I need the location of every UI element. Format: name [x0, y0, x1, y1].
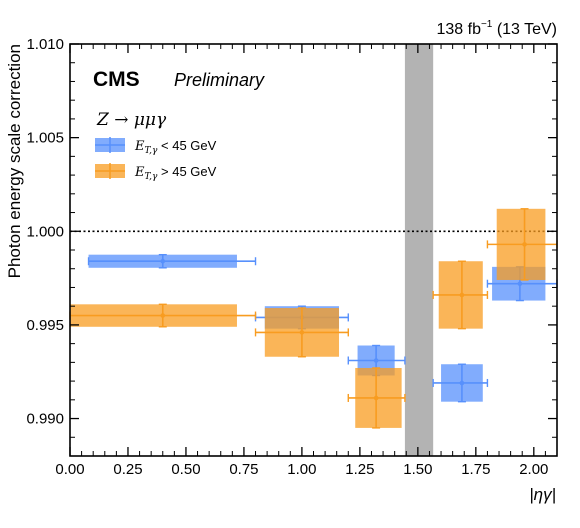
legend-entry-high-et: ET,γ > 45 GeV	[95, 163, 217, 182]
y-axis-title: Photon energy scale correction	[5, 44, 24, 278]
x-axis-title: |ηγ|	[529, 485, 556, 504]
series-1-point-1	[299, 330, 305, 335]
x-tick-label-4: 1.00	[287, 461, 316, 478]
x-tick-label-5: 1.25	[345, 461, 374, 478]
process-label: Z → μμγ	[96, 110, 167, 130]
series-1-point-4	[522, 242, 527, 247]
series-1	[69, 208, 558, 429]
legend-label-low-et: ET,γ < 45 GeV	[134, 138, 217, 156]
legend-label-high-et: ET,γ > 45 GeV	[134, 164, 217, 182]
series-1-point-3	[459, 292, 465, 298]
luminosity-label: 138 fb−1 (13 TeV)	[436, 19, 557, 38]
x-tick-label-8: 2.00	[519, 461, 548, 478]
cms-label: CMS	[93, 68, 140, 91]
series-0-point-4	[517, 281, 523, 287]
x-tick-label-1: 0.25	[113, 461, 142, 478]
legend-entry-low-et: ET,γ < 45 GeV	[95, 137, 217, 156]
excluded-region-band-group	[404, 44, 434, 456]
y-tick-label-2: 1.000	[26, 223, 64, 240]
series-0-point-2	[373, 358, 379, 363]
series-1-point-0	[160, 313, 166, 318]
x-tick-label-7: 1.75	[461, 461, 490, 478]
legend: ET,γ < 45 GeV ET,γ > 45 GeV	[95, 137, 217, 182]
excluded-region-band	[404, 44, 434, 456]
series-1-point-2	[373, 395, 379, 401]
series-0-point-0	[160, 258, 166, 264]
x-tick-label-0: 0.00	[55, 461, 84, 478]
series-group	[69, 208, 558, 429]
series-0-point-3	[459, 380, 465, 386]
y-tick-label-3: 1.005	[26, 130, 64, 147]
preliminary-label: Preliminary	[174, 70, 265, 90]
y-tick-label-4: 1.010	[26, 36, 64, 53]
y-tick-label-1: 0.995	[26, 317, 64, 334]
x-tick-label-6: 1.50	[403, 461, 432, 478]
axes-group: 0.00 0.25 0.50 0.75 1.00 1.25 1.50 1.75 2.00 0.99…	[26, 36, 558, 478]
y-tick-label-0: 0.990	[26, 411, 64, 428]
x-tick-label-3: 0.75	[229, 461, 258, 478]
x-tick-label-2: 0.50	[171, 461, 200, 478]
plot-frame	[69, 43, 558, 457]
